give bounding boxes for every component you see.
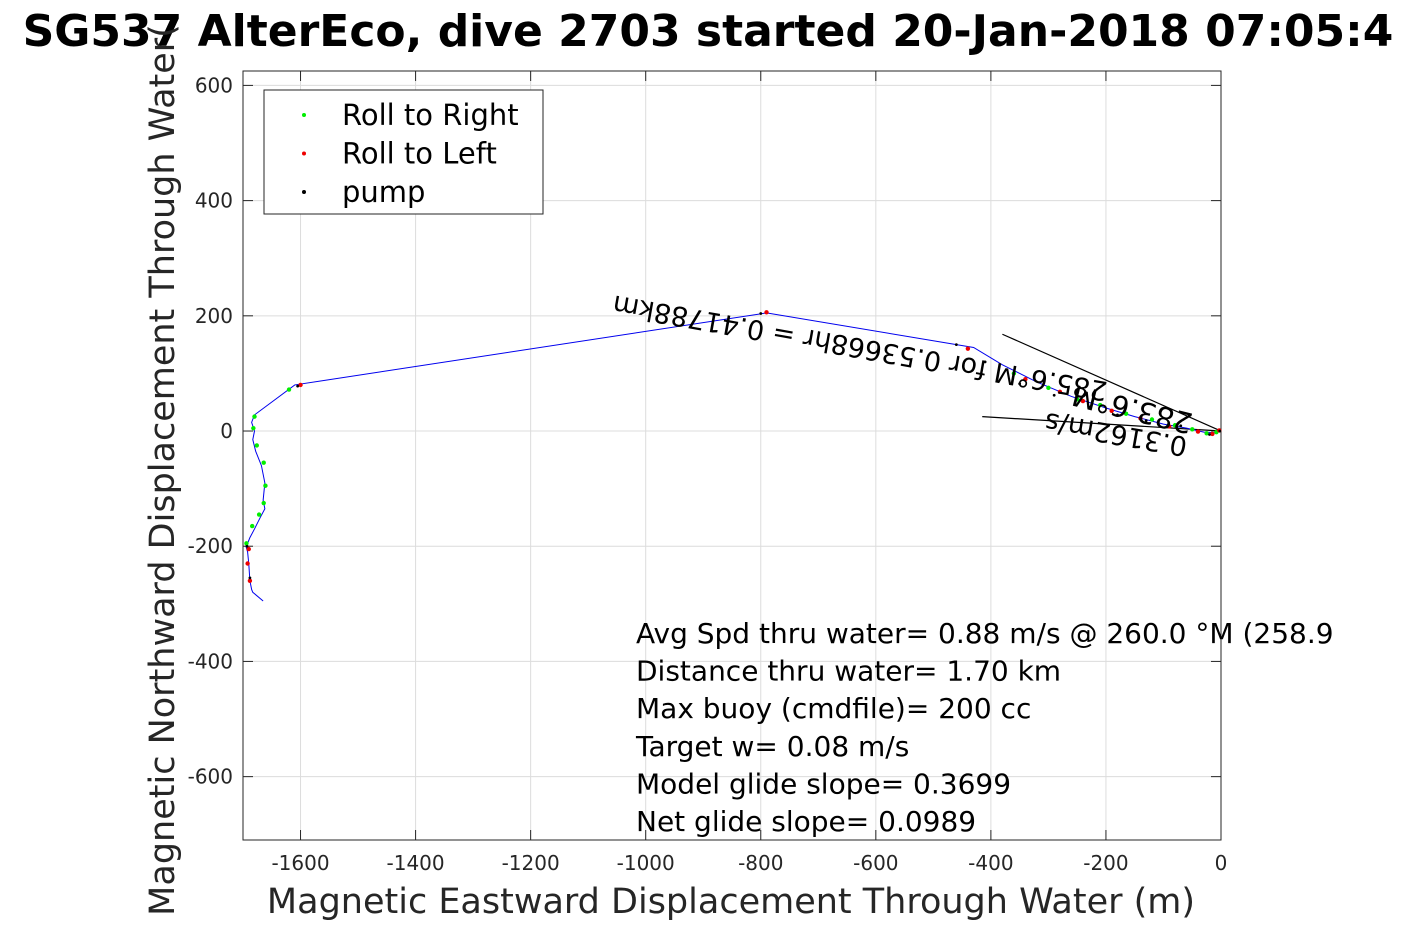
annotation-line: Net glide slope= 0.0989 xyxy=(636,805,976,838)
roll-left-point xyxy=(247,578,253,583)
annotation-line: Model glide slope= 0.3699 xyxy=(636,767,1011,800)
marker-layer xyxy=(244,310,1222,583)
roll-right-point xyxy=(1204,431,1209,436)
x-tick-label: -1600 xyxy=(271,851,329,875)
plot-frame xyxy=(242,70,1222,841)
annotation-line: Distance thru water= 1.70 km xyxy=(636,655,1061,688)
x-tick-label: -1400 xyxy=(387,851,445,875)
roll-right-point xyxy=(1123,411,1129,416)
roll-right-point xyxy=(252,414,257,419)
grid xyxy=(243,71,1222,840)
roll-right-point xyxy=(1149,417,1155,422)
roll-left-point xyxy=(245,561,250,566)
roll-right-point xyxy=(1097,402,1103,408)
roll-right-point xyxy=(263,483,268,488)
y-axis-label: Magnetic Northward Displacement Through … xyxy=(143,24,183,916)
pump-point xyxy=(1144,419,1148,423)
pump-point xyxy=(248,576,252,580)
roll-left-point xyxy=(246,546,251,552)
roll-left-point xyxy=(1023,376,1028,382)
legend-marker xyxy=(302,190,306,194)
annotation-layer: Avg Spd thru water= 0.88 m/s @ 260.0 °M … xyxy=(635,617,1334,838)
y-tick-label: 0 xyxy=(220,419,233,443)
legend-marker xyxy=(302,151,306,156)
roll-right-point xyxy=(256,512,262,517)
roll-right-point xyxy=(286,387,292,392)
roll-right-point xyxy=(250,523,255,529)
x-tick-label: -1200 xyxy=(502,851,560,875)
legend: Roll to Right Roll to Left pump xyxy=(263,89,544,215)
roll-left-point xyxy=(1167,424,1172,429)
pump-point xyxy=(1018,382,1022,386)
roll-left-point xyxy=(1057,389,1063,395)
roll-right-point xyxy=(1172,423,1178,428)
roll-right-point xyxy=(1046,385,1051,391)
pump-point xyxy=(245,544,249,548)
x-axis-label: Magnetic Eastward Displacement Through W… xyxy=(267,882,1195,922)
pump-point xyxy=(759,312,763,315)
roll-left-point xyxy=(1210,431,1215,437)
y-tick-label: 400 xyxy=(195,189,233,213)
legend-label: pump xyxy=(342,175,425,209)
pump-point xyxy=(1208,433,1211,436)
x-tick-label: -800 xyxy=(738,851,783,875)
legend-label: Roll to Left xyxy=(342,137,497,171)
roll-right-point xyxy=(1074,397,1080,402)
track-layer xyxy=(245,312,1222,602)
current-line xyxy=(982,416,1222,432)
pump-point xyxy=(1218,429,1222,433)
pump-point xyxy=(1116,413,1119,417)
y-tick-label: -600 xyxy=(188,765,233,789)
roll-left-point xyxy=(298,382,303,388)
pump-point xyxy=(296,384,300,388)
annotation-line: Target w= 0.08 m/s xyxy=(635,730,909,763)
pump-point xyxy=(1179,424,1183,428)
x-tick-labels: -1600 -1400 -1200 -1000 -800 -600 -400 -200 0 xyxy=(271,851,1227,875)
x-tick-label: -400 xyxy=(968,851,1013,875)
y-tick-label: -200 xyxy=(188,534,233,558)
pump-point xyxy=(954,343,958,347)
chart-title: SG537 AlterEco, dive 2703 started 20-Jan… xyxy=(23,6,1394,57)
annotation-line: Avg Spd thru water= 0.88 m/s @ 260.0 °M … xyxy=(636,617,1334,650)
roll-right-point xyxy=(261,500,266,506)
track-series-line xyxy=(245,312,1222,602)
roll-right-point xyxy=(1011,371,1017,376)
current-line xyxy=(1002,333,1222,432)
y-tick-label: 600 xyxy=(195,73,233,97)
y-tick-label: 200 xyxy=(195,304,233,328)
roll-left-point xyxy=(764,310,769,315)
x-tick-label: -1000 xyxy=(617,851,675,875)
x-tick-label: -600 xyxy=(853,851,898,875)
roll-left-point xyxy=(1195,429,1201,434)
legend-box xyxy=(263,89,544,215)
y-tick-labels: -600 -400 -200 0 200 400 600 xyxy=(188,73,233,788)
x-tick-label: -200 xyxy=(1083,851,1128,875)
y-tick-label: -400 xyxy=(188,649,233,673)
pump-point xyxy=(1087,405,1091,409)
pump-point xyxy=(983,360,987,364)
roll-left-point xyxy=(1138,416,1143,421)
roll-right-point xyxy=(254,443,260,448)
roll-right-point xyxy=(251,425,256,431)
x-tick-label: 0 xyxy=(1215,851,1228,875)
roll-left-point xyxy=(965,346,971,351)
rotated-label: 285.6°M for 0.53668hr = 0.41788km xyxy=(610,288,1109,406)
pump-point xyxy=(1052,393,1056,397)
roll-left-point xyxy=(1080,398,1086,404)
current-lines xyxy=(982,333,1222,432)
legend-label: Roll to Right xyxy=(342,98,519,132)
annotation-line: Max buoy (cmdfile)= 200 cc xyxy=(636,692,1031,725)
roll-right-point xyxy=(261,460,266,465)
roll-right-point xyxy=(1190,427,1195,432)
roll-right-point xyxy=(244,541,249,546)
roll-left-point xyxy=(1109,408,1114,414)
legend-marker xyxy=(302,113,306,117)
tick-marks xyxy=(243,71,1222,840)
